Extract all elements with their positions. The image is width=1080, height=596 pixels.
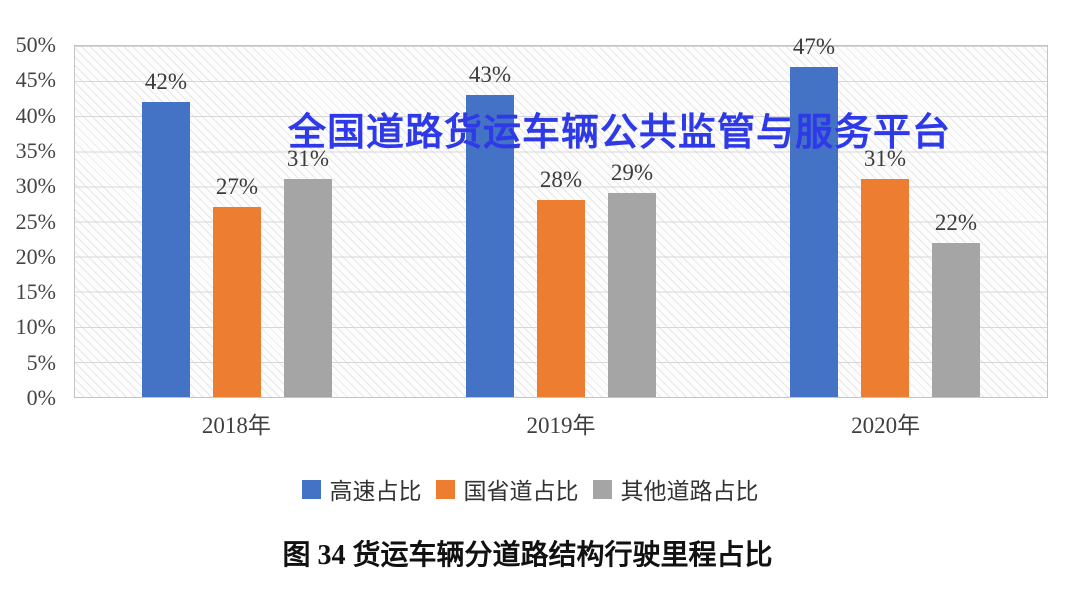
bar-value-label: 31%: [863, 146, 907, 172]
bar-value-label: 28%: [539, 167, 583, 193]
x-category-label: 2020年: [851, 413, 921, 438]
bar-高速占比: 47%: [790, 34, 838, 397]
y-tick-label: 50%: [15, 32, 56, 57]
bar-其他道路占比: 22%: [932, 210, 980, 397]
watermark-text: 全国道路货运车辆公共监管与服务平台: [288, 112, 952, 154]
bar-value-label: 47%: [792, 34, 836, 60]
y-tick-label: 40%: [15, 102, 56, 128]
bar-国省道占比: 31%: [861, 146, 909, 397]
bar-value-label: 29%: [610, 160, 654, 186]
plot-area: 42% 27% 31% 43% 28% 29% 47% 31% 22%: [74, 34, 1048, 398]
bar-value-label: 42%: [144, 69, 188, 95]
legend-label: 高速占比: [329, 479, 422, 504]
y-tick-label: 45%: [15, 67, 56, 93]
bar-国省道占比: 28%: [537, 167, 585, 397]
legend-swatch: [301, 479, 321, 499]
bar-其他道路占比: 29%: [608, 160, 656, 397]
y-tick-label: 20%: [15, 243, 56, 269]
bar-国省道占比: 27%: [213, 174, 261, 397]
bar-高速占比: 43%: [466, 62, 514, 397]
y-tick-label: 30%: [15, 173, 56, 199]
legend-item: 国省道占比: [435, 472, 579, 506]
bar-value-label: 22%: [934, 209, 978, 235]
bar-group: 43% 28% 29%: [399, 46, 723, 397]
y-tick-label: 10%: [15, 314, 56, 340]
x-axis: 2018年 2019年 2020年: [74, 406, 1048, 440]
legend: 高速占比 国省道占比 其他道路占比: [0, 472, 1060, 506]
legend-swatch: [435, 479, 455, 499]
bar-value-label: 43%: [468, 62, 512, 88]
y-tick-label: 15%: [15, 279, 56, 305]
legend-swatch: [592, 479, 612, 499]
y-tick-label: 35%: [15, 137, 56, 163]
y-tick-label: 0%: [26, 385, 56, 410]
legend-item: 高速占比: [301, 472, 422, 506]
y-tick-label: 25%: [15, 208, 56, 234]
legend-label: 国省道占比: [463, 479, 579, 504]
figure-caption: 图 34 货运车辆分道路结构行驶里程占比: [282, 540, 773, 571]
bar-高速占比: 42%: [142, 69, 190, 397]
bar-group: 42% 27% 31%: [75, 46, 399, 397]
bar-其他道路占比: 31%: [284, 146, 332, 397]
y-tick-label: 5%: [26, 349, 56, 375]
bar-group: 47% 31% 22%: [723, 34, 1047, 397]
legend-item: 其他道路占比: [592, 472, 759, 506]
x-category-label: 2018年: [201, 413, 271, 438]
bar-value-label: 27%: [215, 174, 259, 200]
x-category-label: 2019年: [526, 413, 596, 438]
legend-label: 其他道路占比: [620, 479, 759, 504]
y-axis: 0% 5% 10% 15% 20% 25% 30% 35% 40% 45% 50%: [0, 34, 64, 409]
bar-value-label: 31%: [286, 146, 330, 172]
